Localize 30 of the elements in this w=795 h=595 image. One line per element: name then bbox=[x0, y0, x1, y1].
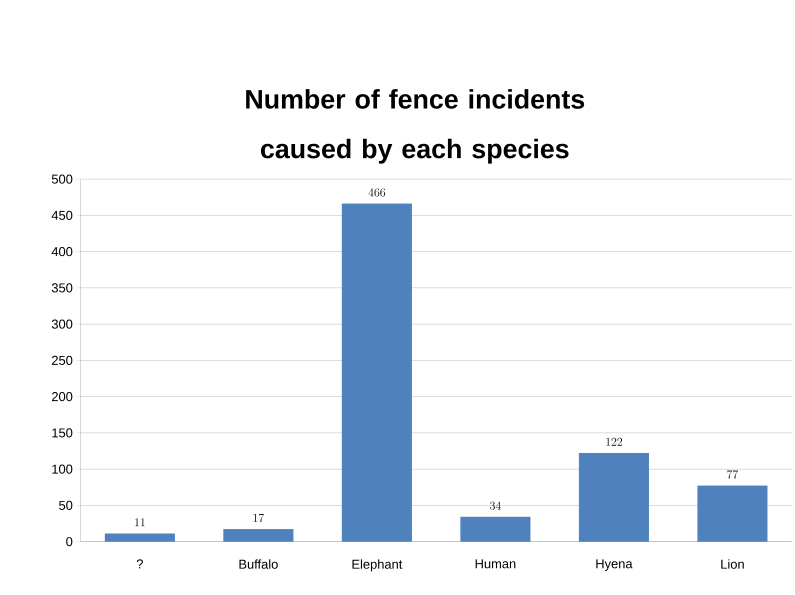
chart-title: Number of fence incidents caused by each species bbox=[246, 89, 584, 164]
data-label: 17 bbox=[254, 514, 264, 522]
y-tick-label: 250 bbox=[52, 356, 72, 366]
data-label: 466 bbox=[368, 188, 386, 197]
x-tick-label: Hyena bbox=[596, 560, 633, 572]
y-tick-label: 400 bbox=[52, 247, 72, 256]
y-tick-label: 50 bbox=[59, 501, 72, 510]
bar bbox=[460, 517, 530, 542]
y-tick-label: 500 bbox=[52, 174, 72, 184]
y-tick-label: 0 bbox=[66, 537, 72, 546]
data-label: 122 bbox=[606, 438, 622, 446]
bar bbox=[223, 529, 294, 542]
data-label: 34 bbox=[490, 502, 501, 510]
y-tick-label: 100 bbox=[52, 464, 72, 474]
x-tick-label: ? bbox=[136, 560, 143, 569]
y-tick-label: 200 bbox=[52, 392, 72, 402]
data-label: 77 bbox=[727, 470, 738, 479]
bar bbox=[578, 453, 649, 542]
x-tick-label: Buffalo bbox=[239, 560, 278, 570]
y-tick-label: 350 bbox=[52, 284, 72, 293]
x-tick-label: Lion bbox=[721, 560, 744, 570]
x-tick-label: Human bbox=[476, 560, 516, 569]
bar bbox=[342, 204, 412, 542]
y-tick-label: 300 bbox=[52, 320, 72, 329]
bar bbox=[104, 534, 175, 542]
data-label: 11 bbox=[135, 518, 145, 526]
y-tick-label: 150 bbox=[52, 428, 72, 438]
x-tick-label: Elephant bbox=[352, 560, 402, 572]
bar bbox=[697, 486, 768, 542]
y-tick-label: 450 bbox=[52, 211, 72, 220]
